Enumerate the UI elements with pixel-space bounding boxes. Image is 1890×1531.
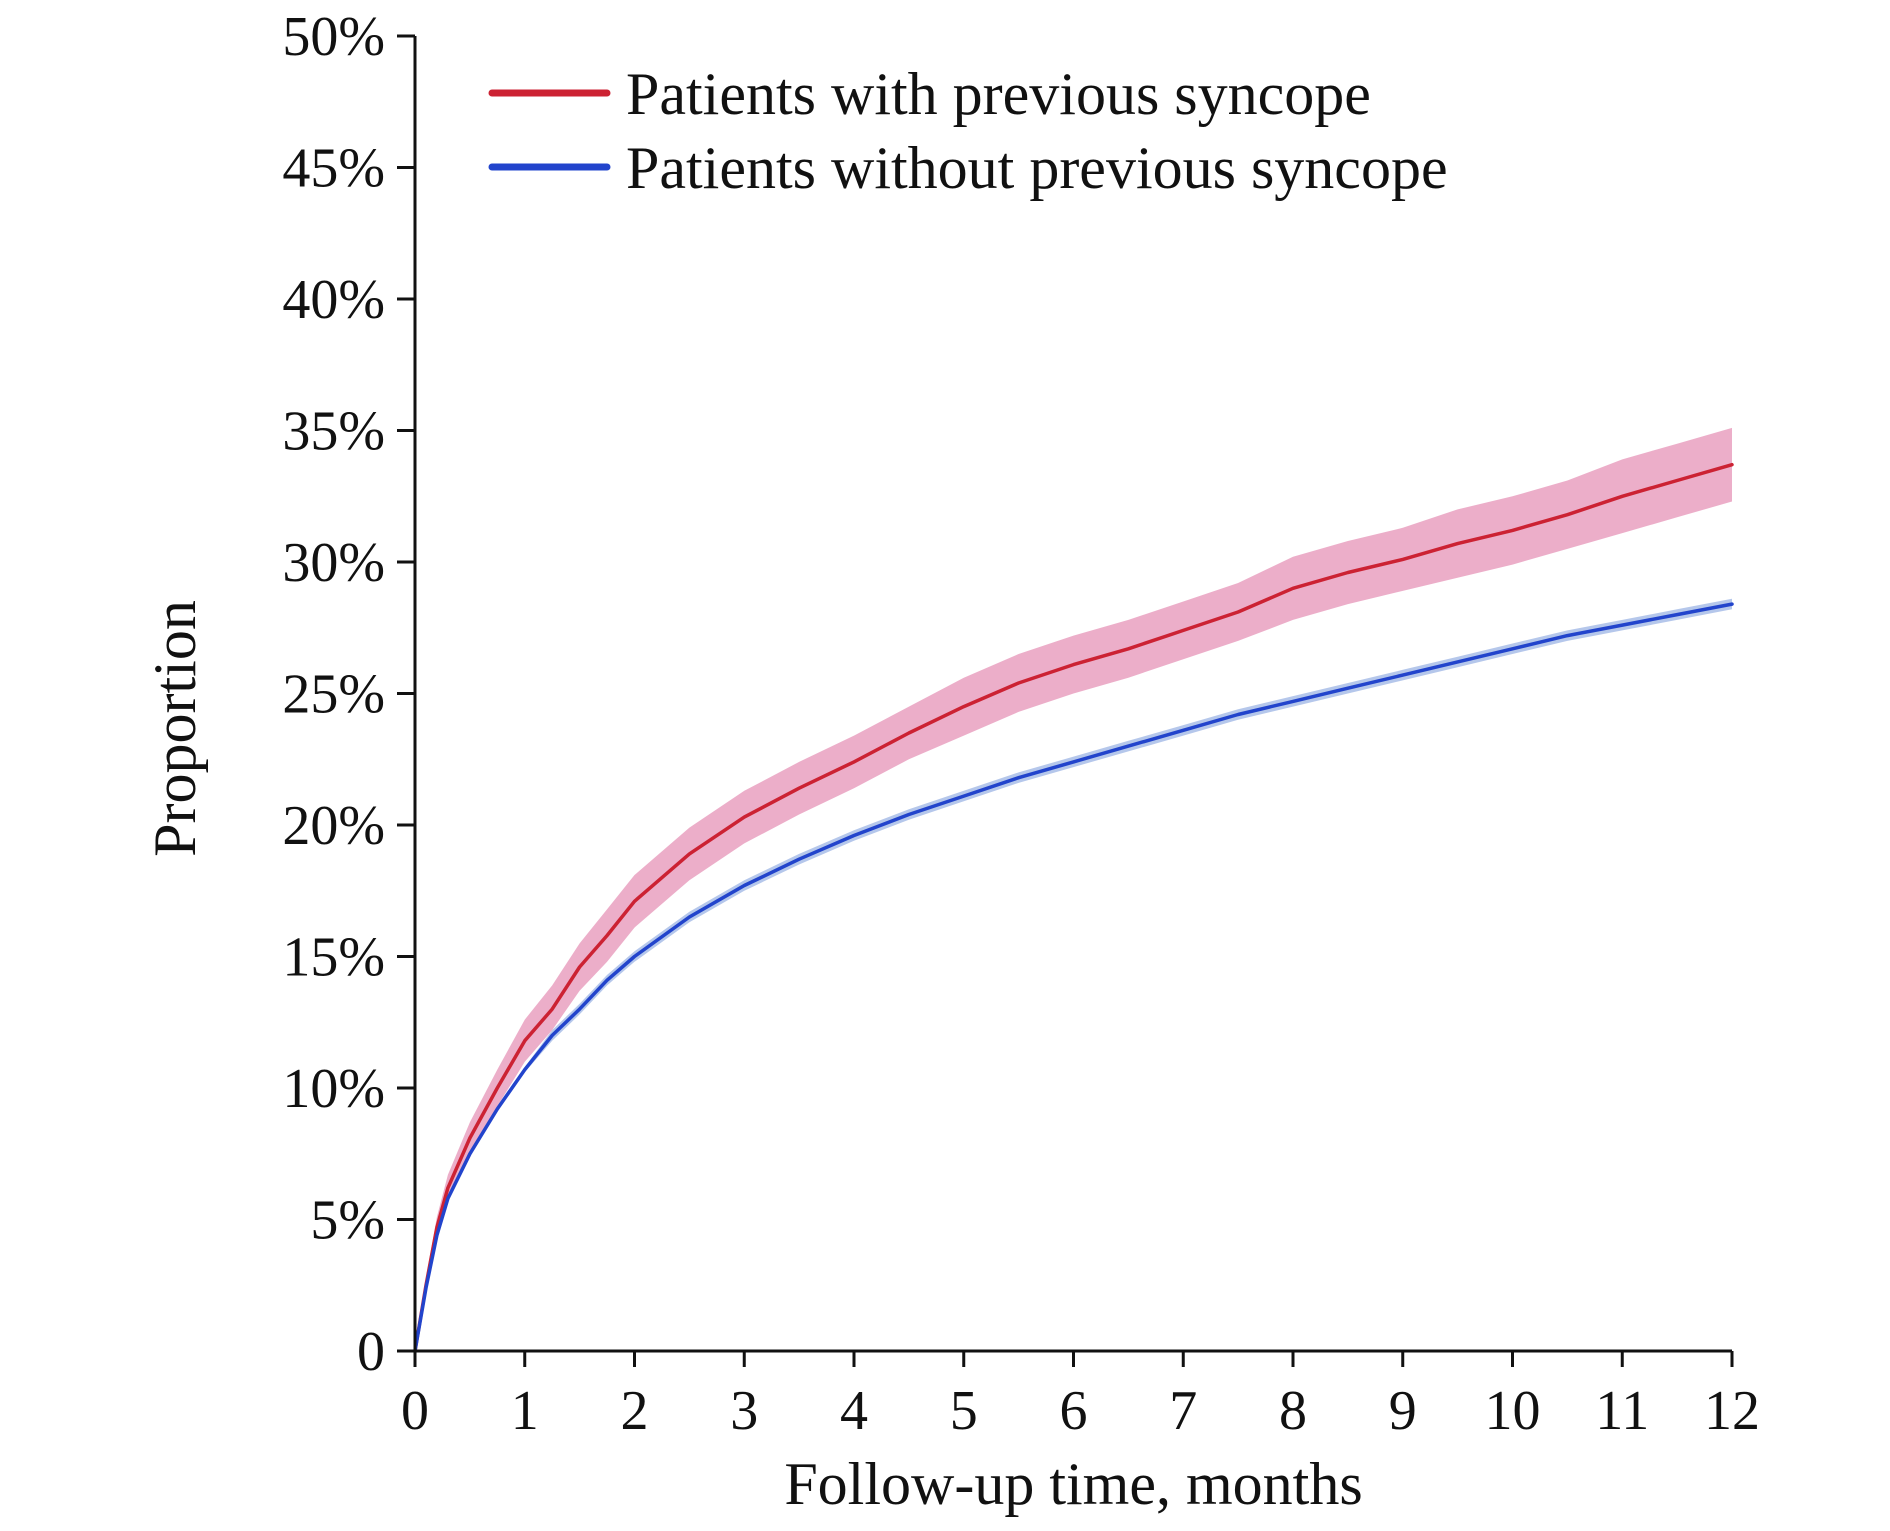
x-tick-label: 7 bbox=[1169, 1380, 1197, 1442]
x-tick-label: 5 bbox=[950, 1380, 978, 1442]
series-lines bbox=[413, 462, 1734, 1353]
series-line-without-syncope bbox=[413, 602, 1734, 1353]
y-tick-label: 45% bbox=[282, 138, 385, 200]
x-tick-label: 9 bbox=[1389, 1380, 1417, 1442]
series-line-with-syncope bbox=[413, 462, 1734, 1353]
y-tick-label: 30% bbox=[282, 532, 385, 594]
x-tick-label: 4 bbox=[840, 1380, 868, 1442]
x-tick-label: 10 bbox=[1485, 1380, 1541, 1442]
y-tick-label: 5% bbox=[310, 1190, 385, 1252]
y-axis-title: Proportion bbox=[142, 600, 208, 857]
y-tick-label: 20% bbox=[282, 795, 385, 857]
x-tick-label: 1 bbox=[511, 1380, 539, 1442]
confidence-band-with-syncope bbox=[415, 427, 1732, 1351]
y-tick-label: 25% bbox=[282, 664, 385, 726]
y-tick-label: 50% bbox=[282, 6, 385, 68]
y-tick-label: 15% bbox=[282, 927, 385, 989]
y-tick-label: 40% bbox=[282, 269, 385, 331]
y-tick-label: 0 bbox=[357, 1321, 385, 1383]
x-ticks: 0 1 2 3 4 5 6 7 8 9 10 11 12 bbox=[401, 1351, 1760, 1442]
x-tick-label: 6 bbox=[1060, 1380, 1088, 1442]
x-tick-label: 12 bbox=[1704, 1380, 1760, 1442]
y-ticks: 0 5% 10% 15% 20% 25% 30% 35% 40% 45% 50% bbox=[282, 6, 415, 1383]
x-tick-label: 2 bbox=[621, 1380, 649, 1442]
legend: Patients with previous syncope Patients … bbox=[488, 61, 1448, 201]
x-tick-label: 11 bbox=[1595, 1380, 1649, 1442]
legend-label-with-syncope: Patients with previous syncope bbox=[626, 61, 1371, 127]
y-tick-label: 35% bbox=[282, 401, 385, 463]
x-tick-label: 3 bbox=[730, 1380, 758, 1442]
legend-label-without-syncope: Patients without previous syncope bbox=[626, 135, 1448, 201]
x-tick-label: 8 bbox=[1279, 1380, 1307, 1442]
y-tick-label: 10% bbox=[282, 1058, 385, 1120]
confidence-bands bbox=[415, 427, 1732, 1351]
x-axis-title: Follow-up time, months bbox=[784, 1451, 1362, 1517]
x-tick-label: 0 bbox=[401, 1380, 429, 1442]
